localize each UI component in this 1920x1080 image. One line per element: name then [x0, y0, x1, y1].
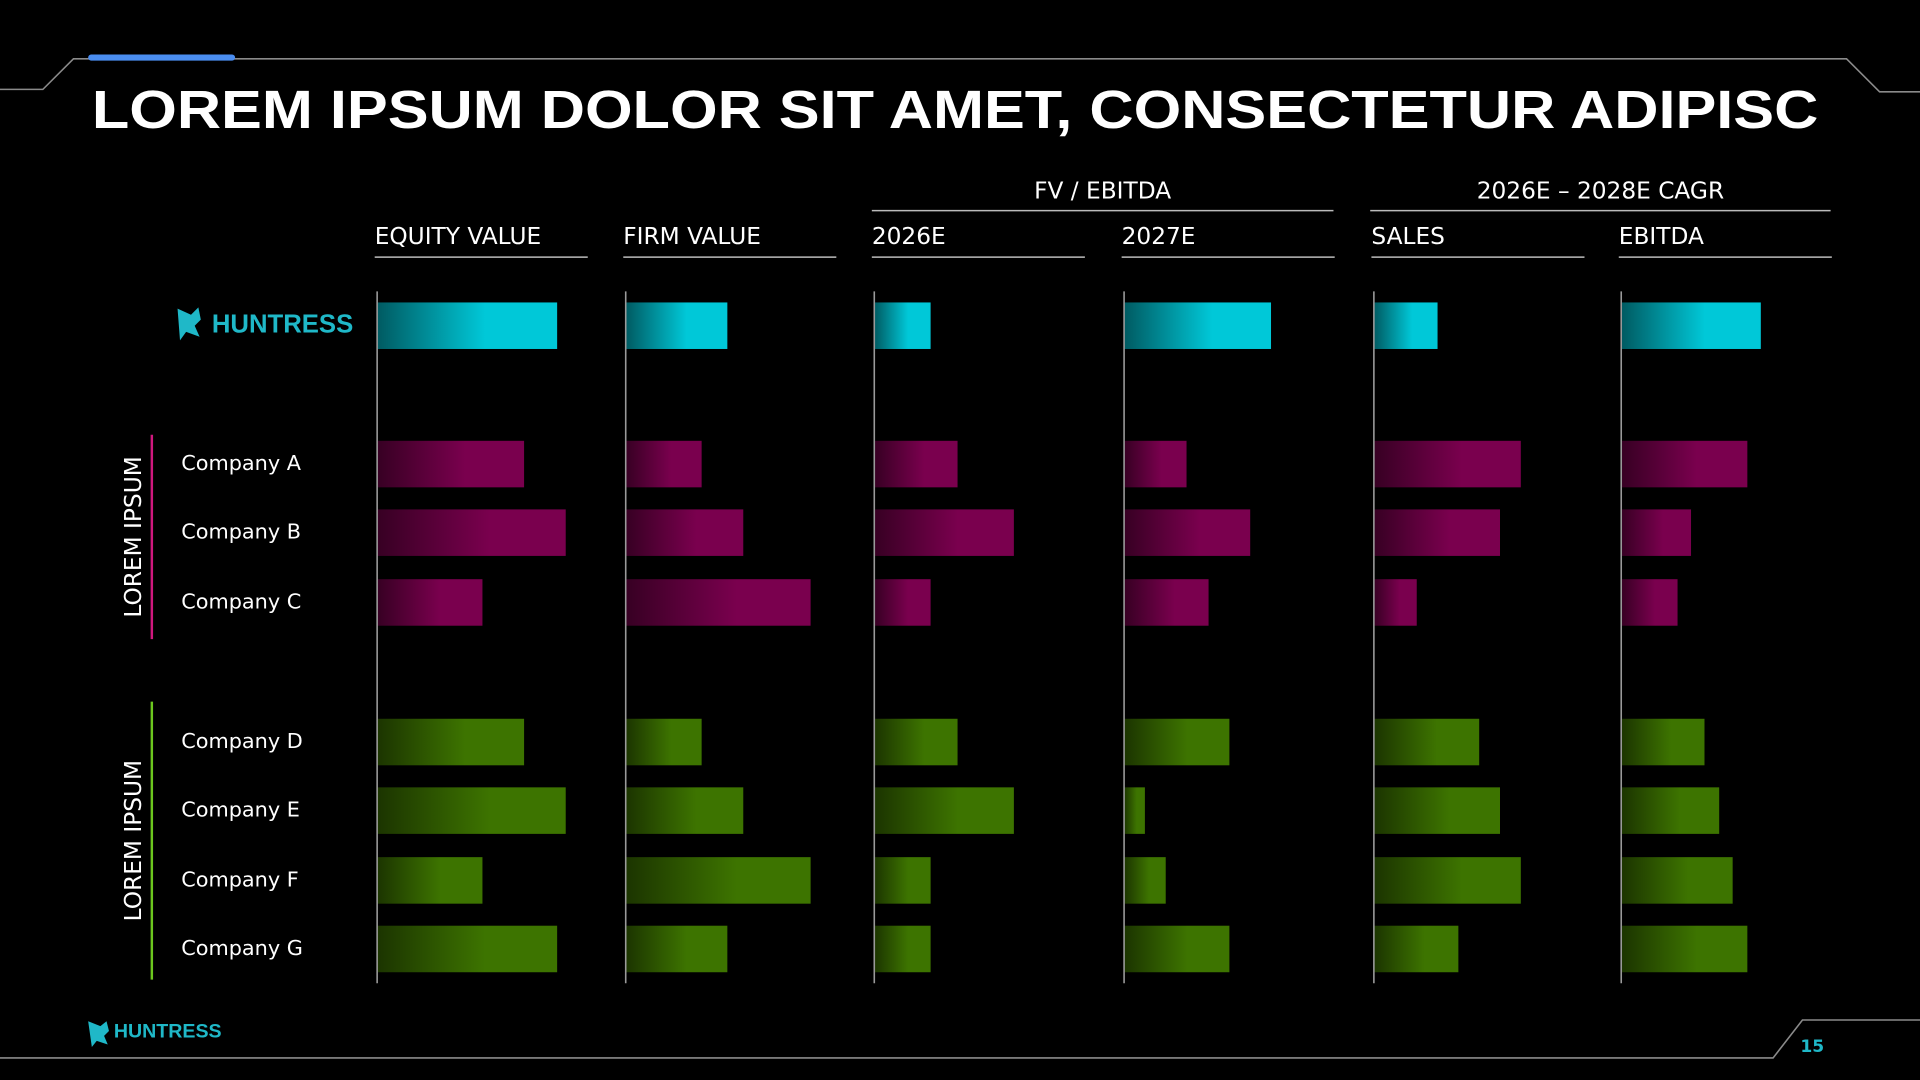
bar: [377, 718, 525, 766]
bar: [625, 579, 811, 626]
bar: [1621, 925, 1748, 973]
category-label: Company G: [181, 936, 303, 960]
bar: [874, 440, 958, 488]
bar: [377, 579, 483, 626]
bar: [1373, 787, 1500, 834]
bar: [1124, 718, 1230, 766]
column-group-label: 2026E – 2028E CAGR: [1477, 178, 1724, 205]
bar: [1373, 579, 1417, 626]
frame-bottom: [0, 1019, 1920, 1059]
bar: [874, 579, 931, 626]
bar: [1373, 857, 1521, 904]
bar: [625, 718, 702, 766]
category-label: Company A: [181, 451, 302, 475]
bar: [377, 925, 558, 973]
bar: [625, 787, 744, 834]
column-label: EBITDA: [1619, 223, 1704, 250]
bar: [377, 440, 525, 488]
column-label: 2027E: [1122, 223, 1196, 250]
bar: [874, 718, 958, 766]
bar: [377, 509, 566, 556]
bar: [1621, 509, 1692, 556]
bar: [874, 509, 1014, 556]
bar: [1621, 787, 1720, 834]
logo-icon: [88, 1021, 109, 1047]
bar: [874, 925, 931, 973]
column-group-label: FV / EBITDA: [1034, 178, 1171, 205]
bar: [1124, 857, 1166, 904]
frame-top: [0, 57, 1920, 93]
footer-logo: HUNTRESS: [88, 1020, 222, 1047]
bar: [1373, 440, 1521, 488]
category-label: Company F: [181, 867, 299, 891]
frame-highlight: [88, 54, 236, 61]
bar: [625, 302, 728, 349]
column-label: SALES: [1371, 223, 1445, 250]
logo-icon: [177, 307, 201, 341]
bar: [1124, 787, 1145, 834]
bar: [377, 857, 483, 904]
bar: [377, 302, 558, 349]
bar: [874, 302, 931, 349]
bar: [1373, 302, 1438, 349]
column-label: FIRM VALUE: [623, 223, 761, 250]
category-label: Company B: [181, 520, 301, 544]
category-label: Company C: [181, 589, 301, 613]
bar: [625, 925, 728, 973]
category-logo-label: HUNTRESS: [212, 311, 353, 339]
bar: [874, 787, 1014, 834]
bar: [1373, 925, 1459, 973]
bar: [874, 857, 931, 904]
bar: [1124, 440, 1187, 488]
category-label: Company E: [181, 798, 300, 822]
bar: [1621, 440, 1748, 488]
bar: [1621, 579, 1678, 626]
footer-logo-text: HUNTRESS: [114, 1020, 222, 1042]
bar: [625, 509, 744, 556]
bar: [1124, 302, 1272, 349]
group-label: LOREM IPSUM: [120, 456, 147, 617]
category-label: Company D: [181, 729, 303, 753]
bar: [1124, 509, 1251, 556]
bar: [1124, 579, 1209, 626]
bar: [1124, 925, 1230, 973]
column-label: EQUITY VALUE: [375, 223, 541, 250]
bar: [625, 440, 702, 488]
bar: [1621, 718, 1705, 766]
bar: [625, 857, 811, 904]
bar: [377, 787, 566, 834]
column-label: 2026E: [872, 223, 946, 250]
chart-title: LOREM IPSUM DOLOR SIT AMET, CONSECTETUR …: [92, 80, 1819, 140]
group-label: LOREM IPSUM: [120, 760, 147, 921]
bar: [1621, 857, 1733, 904]
bar: [1373, 509, 1500, 556]
bar: [1621, 302, 1761, 349]
bar: [1373, 718, 1480, 766]
page-number: 15: [1800, 1037, 1824, 1057]
